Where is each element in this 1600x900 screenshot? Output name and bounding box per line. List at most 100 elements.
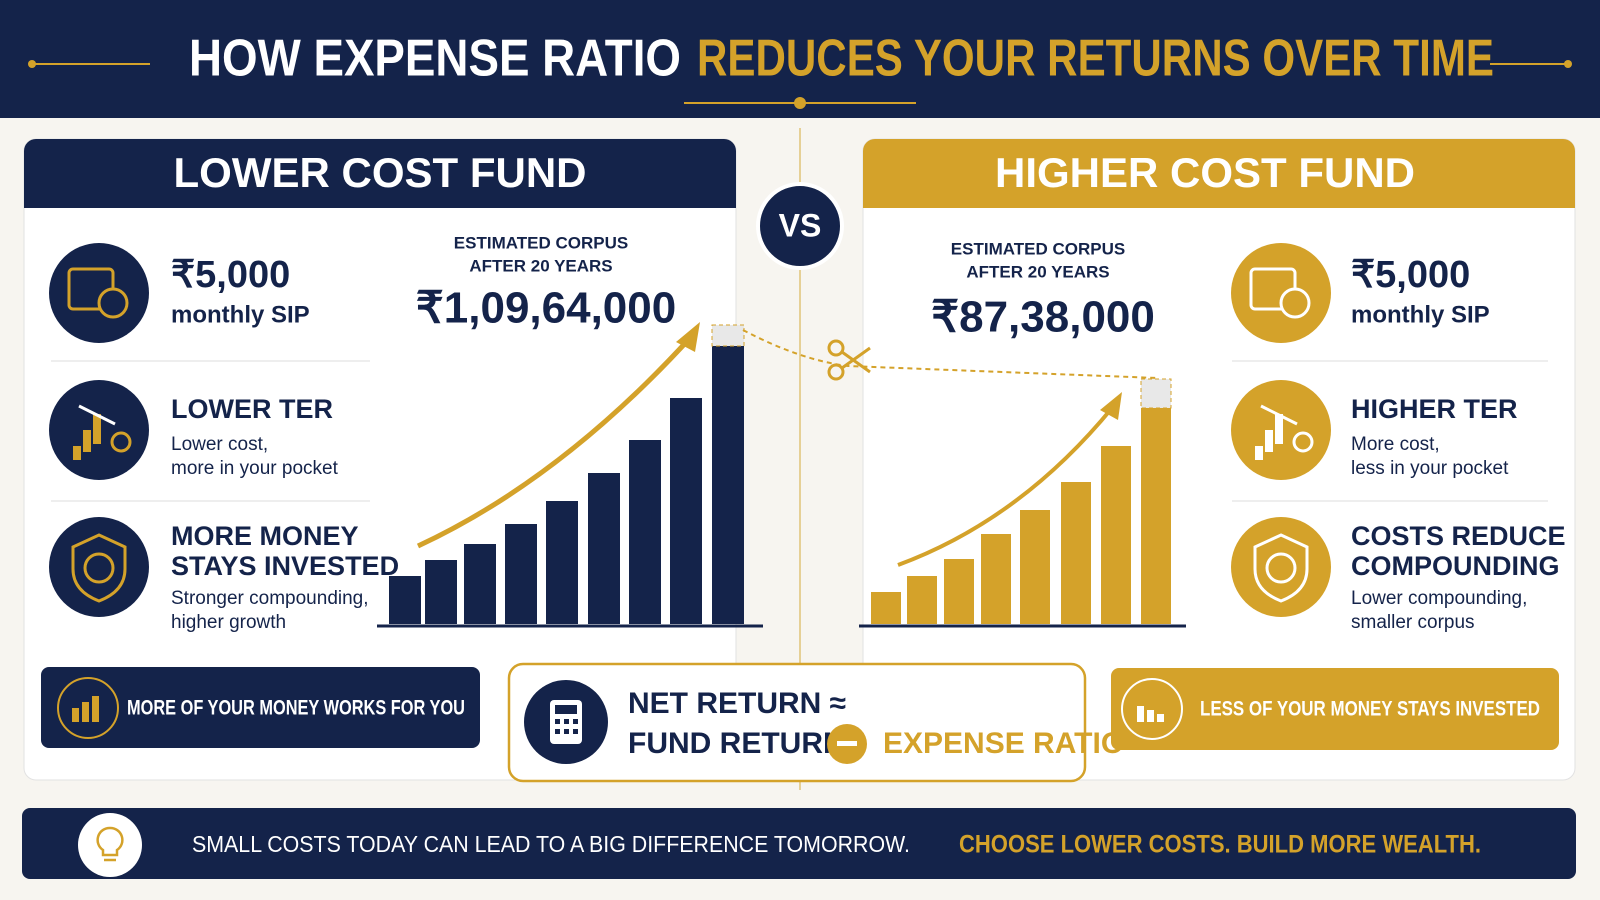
formula-text: EXPENSE RATIO <box>883 727 1124 760</box>
feature-text: smaller corpus <box>1351 612 1475 633</box>
feature-title: COMPOUNDING <box>1351 551 1560 581</box>
formula-text: NET RETURN ≈ <box>628 687 846 720</box>
feature-text: monthly SIP <box>1351 301 1490 328</box>
corpus-label: AFTER 20 YEARS <box>966 262 1109 281</box>
feature-title: STAYS INVESTED <box>171 551 399 581</box>
banner-text: LESS OF YOUR MONEY STAYS INVESTED <box>1200 698 1540 721</box>
cut-segment <box>1140 378 1172 409</box>
icon-coin <box>97 287 129 319</box>
bulb-icon <box>96 826 124 857</box>
bar <box>871 592 901 624</box>
feature-text: Stronger compounding, <box>171 588 369 609</box>
feature-text: Lower cost, <box>171 434 268 455</box>
feature-icon <box>49 243 149 343</box>
left-heading: LOWER COST FUND <box>174 149 587 196</box>
icon-shield <box>71 533 127 603</box>
corpus-label: ESTIMATED CORPUS <box>454 233 628 252</box>
bar <box>588 473 620 624</box>
bar <box>1061 482 1091 624</box>
icon-coin <box>1265 552 1297 584</box>
bar <box>1101 446 1131 624</box>
banner-icon-bars <box>72 696 99 722</box>
decor-dot <box>794 97 806 109</box>
icon-bar <box>1275 414 1283 444</box>
icon-shield <box>1253 533 1309 603</box>
banner-icon-bars <box>1137 706 1164 722</box>
right-features: ₹5,000 monthly SIP HIGHER TER More cost, les… <box>1231 243 1566 633</box>
feature-icon <box>1231 517 1331 617</box>
vs-badge <box>756 182 844 270</box>
title-highlight: REDUCES YOUR RETURNS OVER TIME <box>697 30 1494 88</box>
icon-bar <box>93 414 101 444</box>
icon-bar <box>83 430 91 452</box>
icon-bar <box>1265 430 1273 452</box>
corpus-label: ESTIMATED CORPUS <box>951 239 1125 258</box>
feature-title: ₹5,000 <box>1351 254 1470 296</box>
right-heading: HIGHER COST FUND <box>995 149 1415 196</box>
bar <box>505 524 537 624</box>
decor-dot <box>28 60 36 68</box>
banner-text: MORE OF YOUR MONEY WORKS FOR YOU <box>127 697 465 720</box>
bulb-badge <box>78 813 142 877</box>
calculator-screen <box>555 705 577 714</box>
feature-title: LOWER TER <box>171 394 333 424</box>
feature-title: MORE MONEY <box>171 521 359 551</box>
corpus-value: ₹1,09,64,000 <box>416 284 676 333</box>
calculator-keys <box>555 719 578 734</box>
icon-percent <box>1292 431 1314 453</box>
arrow-head <box>1100 392 1122 420</box>
icon-coin <box>83 552 115 584</box>
feature-text: less in your pocket <box>1351 458 1509 479</box>
title: HOW EXPENSE RATIO <box>189 30 681 88</box>
decor-dot <box>1564 60 1572 68</box>
feature-text: higher growth <box>171 612 286 633</box>
footer-text: SMALL COSTS TODAY CAN LEAD TO A BIG DIFF… <box>192 831 910 857</box>
feature-title: COSTS REDUCE <box>1351 521 1566 551</box>
bar <box>944 559 974 624</box>
cut-segment <box>711 324 745 347</box>
feature-title: ₹5,000 <box>171 254 290 296</box>
feature-text: monthly SIP <box>171 301 310 328</box>
bar <box>981 534 1011 624</box>
icon-coin <box>1279 287 1311 319</box>
bar <box>425 560 457 624</box>
bar <box>629 440 661 624</box>
formula-text: FUND RETURN <box>628 727 845 760</box>
feature-text: More cost, <box>1351 434 1440 455</box>
bar <box>712 346 744 624</box>
bar <box>1020 510 1050 624</box>
bar <box>546 501 578 624</box>
feature-text: Lower compounding, <box>1351 588 1527 609</box>
footer-highlight: CHOOSE LOWER COSTS. BUILD MORE WEALTH. <box>959 831 1481 859</box>
banner-icon <box>1121 678 1183 740</box>
feature-text: more in your pocket <box>171 458 339 479</box>
left-card-header <box>24 139 736 208</box>
footer <box>22 808 1576 879</box>
feature-icon <box>49 517 149 617</box>
right-bars <box>871 378 1172 624</box>
icon-bar <box>73 446 81 460</box>
bar <box>1141 408 1171 624</box>
corpus-value: ₹87,38,000 <box>931 293 1155 342</box>
icon-arrow <box>78 404 116 426</box>
bar <box>389 576 421 624</box>
left-bars <box>389 324 745 624</box>
left-banner <box>41 667 480 748</box>
bar <box>464 544 496 624</box>
corpus-label: AFTER 20 YEARS <box>469 256 612 275</box>
bar <box>670 398 702 624</box>
vs-text: VS <box>779 207 822 243</box>
scissors <box>827 339 871 381</box>
feature-icon <box>1231 243 1331 343</box>
right-card-header <box>863 139 1575 208</box>
minus-sign <box>837 741 857 746</box>
growth-arrow <box>897 406 1114 567</box>
left-features: ₹5,000 monthly SIP LOWER TER Lower cost, mor… <box>49 243 399 633</box>
arrow-head <box>676 322 700 352</box>
banner-icon <box>57 677 119 739</box>
icon-percent <box>110 431 132 453</box>
bar <box>907 576 937 624</box>
